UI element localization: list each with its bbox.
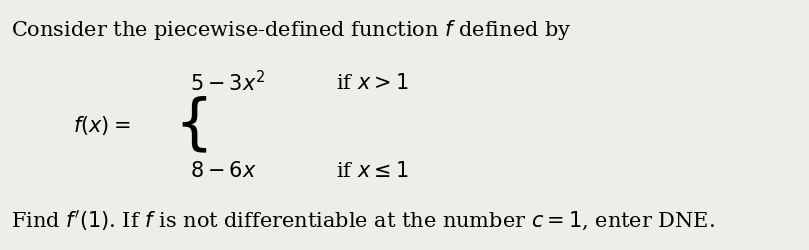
Text: $8 - 6x$: $8 - 6x$ [190,160,256,180]
Text: if $x > 1$: if $x > 1$ [336,72,408,92]
Text: $\{$: $\{$ [174,95,207,155]
Text: $5 - 3x^2$: $5 - 3x^2$ [190,70,265,95]
Text: $f(x) =$: $f(x) =$ [73,114,130,136]
Text: Find $f'(1)$. If $f$ is not differentiable at the number $c = 1$, enter DNE.: Find $f'(1)$. If $f$ is not differentiab… [11,208,714,233]
Text: Consider the piecewise-defined function $f$ defined by: Consider the piecewise-defined function … [11,18,571,42]
Text: if $x \leq 1$: if $x \leq 1$ [336,160,408,180]
